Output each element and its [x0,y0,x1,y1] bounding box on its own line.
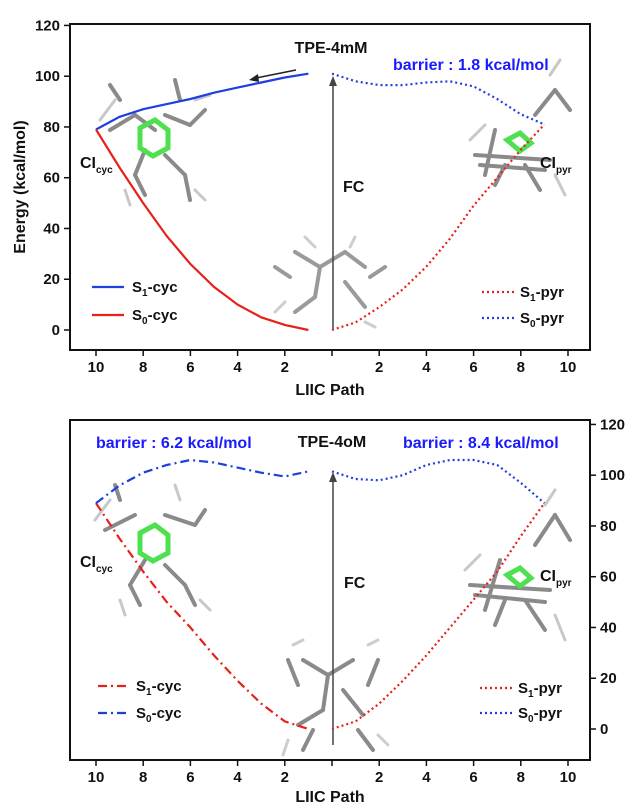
series-line-s0-cyc-top [95,128,309,332]
fc-arrowhead-bottom [329,472,337,482]
legend-label-s1-cyc-top: S1-cyc [132,279,178,299]
x-tick-label-top: 8 [517,359,525,376]
x-tick-label-bottom: 8 [139,769,147,786]
fc-arrowhead [329,76,337,86]
y-tick-label-top: 40 [43,220,60,237]
x-tick-label-bottom: 10 [88,769,105,786]
legend-label-s1-pyr-top: S1-pyr [520,284,564,304]
series-line-s1-cyc-bottom [95,502,309,731]
x-tick-label-top: 10 [560,359,577,376]
x-tick-label-top: 8 [139,359,147,376]
y-tick-label-bottom: 80 [600,518,617,535]
legend-label-s0-cyc-top: S0-cyc [132,307,178,327]
y-tick-label-bottom: 40 [600,619,617,636]
x-tick-label-top: 10 [88,359,105,376]
fc-label-top: FC [343,179,365,196]
fc-molecule-top [273,235,387,329]
series-line-s0-pyr-top [331,72,545,126]
y-tick-label-bottom: 120 [600,416,625,433]
series-line-s0-pyr-bottom [331,458,546,504]
x-tick-label-bottom: 8 [517,769,525,786]
x-axis-label-top: LIIC Path [295,382,364,399]
ci-pyr-label-bottom: CIpyr [540,568,572,589]
y-tick-label-top: 0 [52,322,60,339]
ci-cyc-label-top: CIcyc [80,155,113,176]
legend-label-s1-cyc-bottom: S1-cyc [136,678,182,698]
y-tick-label-top: 120 [35,17,60,34]
ci-cyc-molecule-bottom [93,483,212,617]
ci-cyc-molecule-top [98,78,212,207]
legend-label-s0-cyc-bottom: S0-cyc [136,705,182,725]
x-tick-label-top: 2 [281,359,289,376]
barrier-right-label-bottom: barrier : 8.4 kcal/mol [403,435,559,452]
y-tick-label-bottom: 0 [600,721,608,738]
series-layer-top [95,72,546,332]
barrier-left-label-bottom: barrier : 6.2 kcal/mol [96,435,252,452]
y-tick-label-bottom: 60 [600,569,617,586]
series-line-s1-pyr-top [331,123,546,332]
y-axis-label-top: Energy (kcal/mol) [12,120,29,253]
series-line-s1-pyr-bottom [331,502,546,731]
series-line-s0-cyc-bottom [95,458,309,504]
barrier-label-top: barrier : 1.8 kcal/mol [393,57,549,74]
x-tick-label-bottom: 6 [469,769,477,786]
plot-frame-bottom [69,419,591,761]
y-tick-label-top: 80 [43,119,60,136]
x-axis-label-bottom: LIIC Path [295,789,364,806]
legend-label-s0-pyr-bottom: S0-pyr [518,705,562,725]
fc-label-bottom: FC [344,575,366,592]
x-tick-label-bottom: 2 [375,769,383,786]
x-tick-label-top: 6 [186,359,194,376]
chart-title-bottom: TPE-4oM [298,434,366,451]
x-tick-label-top: 2 [375,359,383,376]
x-tick-label-top: 4 [422,359,431,376]
x-tick-label-bottom: 6 [186,769,194,786]
direction-arrow [255,69,297,79]
legend-label-s1-pyr-bottom: S1-pyr [518,680,562,700]
y-tick-label-bottom: 100 [600,467,625,484]
series-line-s1-cyc-top [95,72,309,131]
ci-pyr-molecule-bottom [463,488,572,642]
x-tick-label-bottom: 10 [560,769,577,786]
y-tick-label-top: 100 [35,68,60,85]
plot-frame-top [69,23,591,351]
ci-cyc-label-bottom: CIcyc [80,554,113,575]
fc-molecule-bottom [281,638,390,757]
chart-title-top: TPE-4mM [295,40,368,57]
legend-top: S1-cyc S0-cyc S1-pyr S0-pyr [92,279,564,330]
legend-bottom: S1-cyc S0-cyc S1-pyr S0-pyr [98,678,562,725]
x-tick-label-bottom: 4 [233,769,242,786]
y-tick-label-top: 20 [43,271,60,288]
ci-pyr-label-top: CIpyr [540,155,572,176]
legend-label-s0-pyr-top: S0-pyr [520,310,564,330]
direction-arrowhead [249,74,259,82]
x-tick-label-top: 4 [233,359,242,376]
series-layer-bottom [95,458,546,731]
y-tick-label-bottom: 20 [600,670,617,687]
x-tick-label-bottom: 2 [281,769,289,786]
x-tick-label-top: 6 [469,359,477,376]
x-tick-label-bottom: 4 [422,769,431,786]
ci-pyr-molecule-top [468,58,572,197]
y-tick-label-top: 60 [43,170,60,187]
